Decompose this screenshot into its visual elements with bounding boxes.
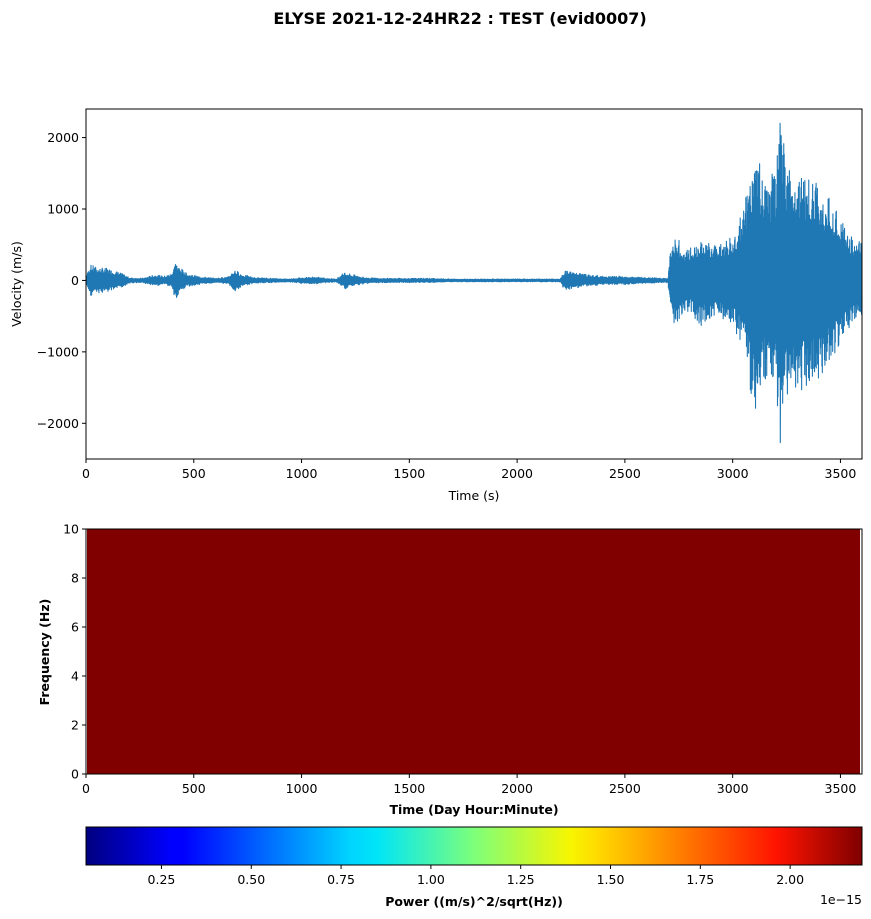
- spectrogram-y-label: Frequency (Hz): [37, 599, 52, 706]
- spectrogram-y-tick-label: 2: [71, 718, 79, 733]
- spectrogram-x-label: Time (Day Hour:Minute): [389, 802, 558, 817]
- waveform-x-label: Time (s): [448, 488, 500, 503]
- spectrogram-x-tick-label: 2000: [501, 781, 533, 796]
- waveform-y-tick-label: −2000: [37, 416, 79, 431]
- waveform-y-tick-label: 0: [71, 273, 79, 288]
- spectrogram-x-ticks: 0 500 1000 1500 2000 2500 3000 3500: [82, 774, 856, 796]
- spectrogram-axes-frame: [85, 528, 863, 775]
- spectrogram-y-tick-label: 6: [71, 620, 79, 635]
- colorbar: 0.25 0.50 0.75 1.00 1.25 1.50 1.75 2.00 Power (…: [85, 826, 863, 909]
- spectrogram-x-tick-label: 3000: [717, 781, 749, 796]
- colorbar-label: Power ((m/s)^2/sqrt(Hz)): [385, 894, 563, 909]
- waveform-x-tick-label: 3000: [717, 466, 749, 481]
- colorbar-tick-label: 2.00: [776, 872, 804, 887]
- waveform-y-label: Velocity (m/s): [9, 241, 24, 327]
- spectrogram-y-ticks: 0 2 4 6 8 10: [63, 522, 86, 782]
- spectrogram-y-tick-label: 4: [71, 669, 79, 684]
- spectrogram-x-tick-label: 1000: [286, 781, 318, 796]
- spectrogram-x-tick-label: 0: [82, 781, 90, 796]
- colorbar-offset-text: 1e−15: [820, 892, 862, 907]
- waveform-x-tick-label: 2000: [501, 466, 533, 481]
- colorbar-tick-label: 0.25: [148, 872, 176, 887]
- waveform-y-tick-label: 1000: [47, 202, 79, 217]
- waveform-y-tick-label: −1000: [37, 344, 79, 359]
- waveform-y-ticks: −2000 −1000 0 1000 2000: [37, 130, 86, 431]
- spectrogram-panel: 0 500 1000 1500 2000 2500 3000 3500 0 2 4 6 8 10 Tim…: [37, 522, 863, 817]
- colorbar-tick-label: 1.00: [417, 872, 445, 887]
- spectrogram-x-tick-label: 500: [182, 781, 206, 796]
- waveform-x-tick-label: 500: [182, 466, 206, 481]
- waveform-y-tick-label: 2000: [47, 130, 79, 145]
- spectrogram-x-tick-label: 2500: [609, 781, 641, 796]
- waveform-x-tick-label: 1500: [393, 466, 425, 481]
- waveform-axes-frame: [85, 108, 863, 460]
- waveform-trace: [85, 122, 863, 444]
- colorbar-tick-label: 1.50: [597, 872, 625, 887]
- colorbar-tick-label: 0.50: [237, 872, 265, 887]
- spectrogram-y-tick-label: 10: [63, 522, 79, 537]
- figure-title: ELYSE 2021-12-24HR22 : TEST (evid0007): [273, 9, 646, 28]
- colorbar-tick-label: 1.75: [686, 872, 714, 887]
- waveform-series-line: [85, 122, 863, 444]
- spectrogram-y-tick-label: 8: [71, 571, 79, 586]
- colorbar-tick-label: 1.25: [507, 872, 535, 887]
- spectrogram-image: [87, 529, 860, 774]
- waveform-x-ticks: 0 500 1000 1500 2000 2500 3000 3500: [82, 459, 856, 481]
- waveform-x-tick-label: 0: [82, 466, 90, 481]
- waveform-x-tick-label: 3500: [825, 466, 857, 481]
- waveform-x-tick-label: 2500: [609, 466, 641, 481]
- colorbar-gradient: [86, 827, 862, 865]
- spectrogram-y-tick-label: 0: [71, 767, 79, 782]
- colorbar-tick-label: 0.75: [327, 872, 355, 887]
- spectrogram-x-tick-label: 3500: [825, 781, 857, 796]
- spectrogram-x-tick-label: 1500: [393, 781, 425, 796]
- colorbar-ticks: 0.25 0.50 0.75 1.00 1.25 1.50 1.75 2.00: [148, 865, 804, 887]
- colorbar-frame: [85, 826, 863, 866]
- waveform-panel: 0 500 1000 1500 2000 2500 3000 3500 −2000 −1000 0…: [9, 108, 863, 503]
- waveform-x-tick-label: 1000: [286, 466, 318, 481]
